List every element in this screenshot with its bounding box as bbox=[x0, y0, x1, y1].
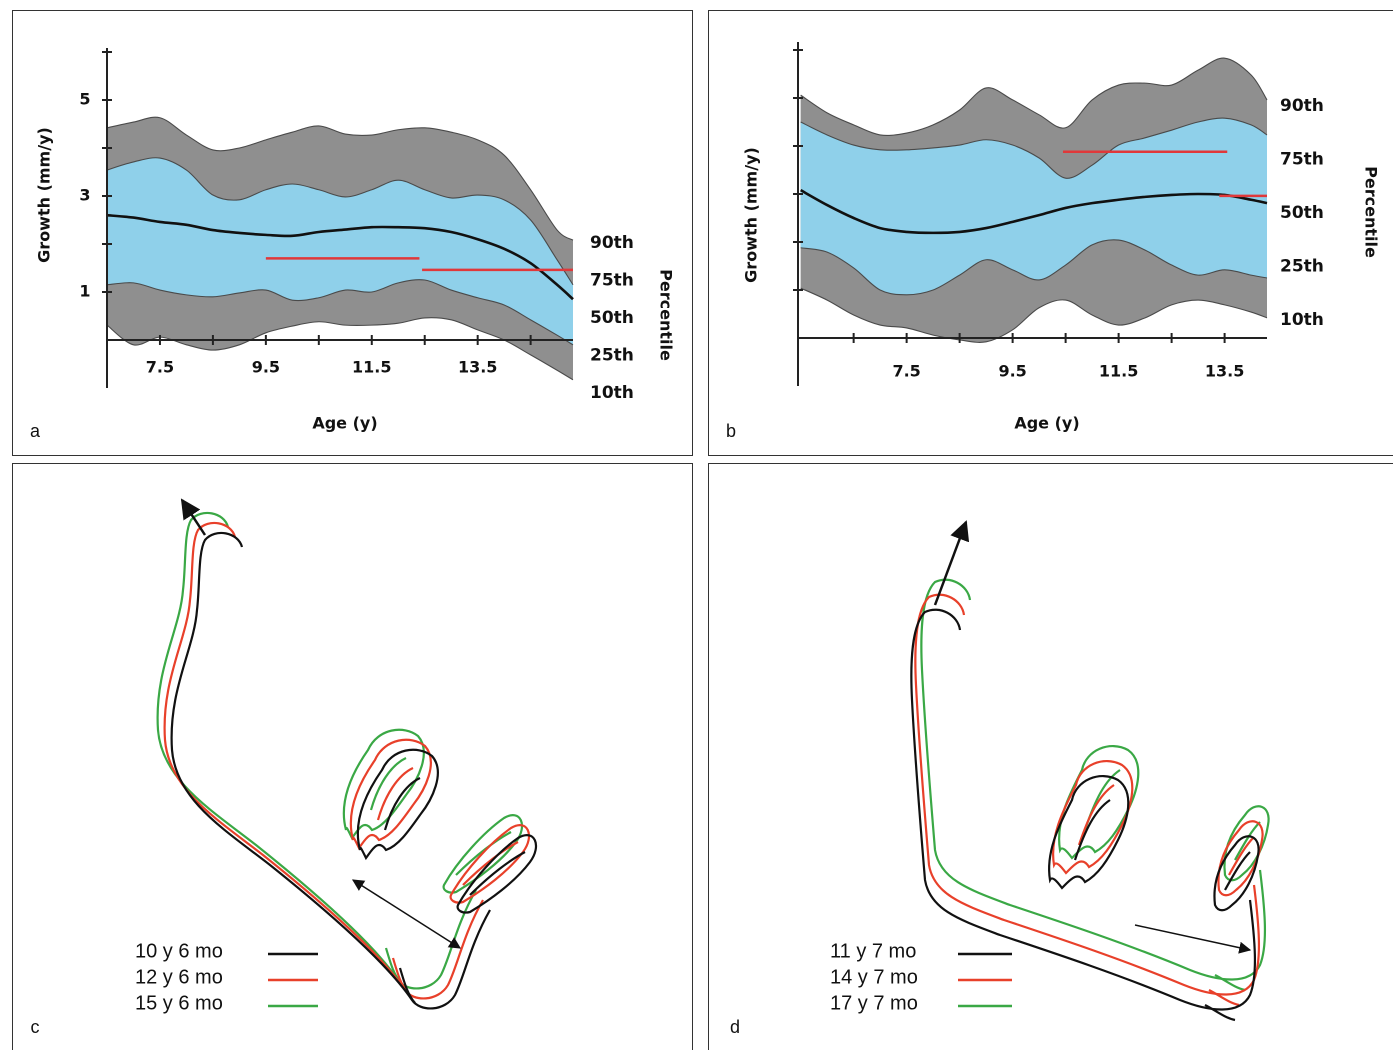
x-tick-label: 13.5 bbox=[1205, 362, 1244, 381]
percentile-line bbox=[106, 279, 574, 346]
percentile-line bbox=[106, 116, 574, 241]
legend-label: 25th bbox=[590, 346, 634, 366]
x-axis-label: Age (y) bbox=[1014, 414, 1079, 433]
legend-label: 75th bbox=[590, 271, 634, 291]
percentile-line bbox=[800, 57, 1268, 137]
panel-label: d bbox=[730, 1017, 740, 1037]
legend-label: 50th bbox=[590, 308, 634, 328]
y-axis-label: Growth (mm/y) bbox=[742, 147, 761, 283]
panel-label: c bbox=[31, 1017, 40, 1037]
x-tick-label: 9.5 bbox=[252, 358, 280, 377]
y-tick-label: 5 bbox=[79, 90, 90, 109]
legend-label: 90th bbox=[590, 233, 634, 253]
x-axis-label: Age (y) bbox=[312, 414, 377, 433]
legend-label: 50th bbox=[1280, 203, 1324, 223]
x-tick-label: 7.5 bbox=[146, 358, 174, 377]
panel-label: b bbox=[726, 421, 736, 441]
x-tick-label: 7.5 bbox=[892, 362, 920, 381]
x-tick-label: 9.5 bbox=[998, 362, 1026, 381]
percentile-line bbox=[106, 157, 574, 286]
legend-label: 11 y 7 mo bbox=[830, 940, 916, 962]
panel-frame bbox=[12, 10, 693, 456]
panel-frame bbox=[12, 463, 693, 1050]
legend-label: 90th bbox=[1280, 96, 1324, 116]
y-axis-label: Growth (mm/y) bbox=[35, 127, 54, 263]
x-tick-label: 11.5 bbox=[352, 358, 391, 377]
legend-label: 75th bbox=[1280, 150, 1324, 170]
panel-label: a bbox=[30, 421, 41, 441]
legend-title: Percentile bbox=[1362, 166, 1381, 258]
band-fill bbox=[800, 118, 1267, 295]
legend-label: 10th bbox=[1280, 310, 1324, 330]
panel-frame bbox=[708, 10, 1393, 456]
legend-label: 10 y 6 mo bbox=[135, 940, 223, 962]
y-tick-label: 3 bbox=[79, 186, 90, 205]
median-line bbox=[800, 189, 1268, 235]
percentile-line bbox=[800, 117, 1268, 179]
percentile-line bbox=[800, 287, 1268, 343]
median-line bbox=[106, 213, 574, 301]
tracing-c bbox=[156, 498, 538, 1010]
band-fill bbox=[107, 157, 573, 345]
panel-frame bbox=[708, 463, 1393, 1050]
legend-label: 25th bbox=[1280, 257, 1324, 277]
percentile-line bbox=[800, 239, 1268, 296]
tracing-d bbox=[910, 520, 1270, 1022]
legend-label: 12 y 6 mo bbox=[135, 966, 223, 988]
y-tick-label: 1 bbox=[79, 282, 90, 301]
legend-title: Percentile bbox=[657, 269, 676, 361]
legend-label: 10th bbox=[590, 383, 634, 403]
legend-label: 17 y 7 mo bbox=[830, 992, 918, 1014]
x-tick-label: 13.5 bbox=[458, 358, 497, 377]
legend-label: 14 y 7 mo bbox=[830, 966, 918, 988]
legend-label: 15 y 6 mo bbox=[135, 992, 223, 1014]
x-tick-label: 11.5 bbox=[1099, 362, 1138, 381]
